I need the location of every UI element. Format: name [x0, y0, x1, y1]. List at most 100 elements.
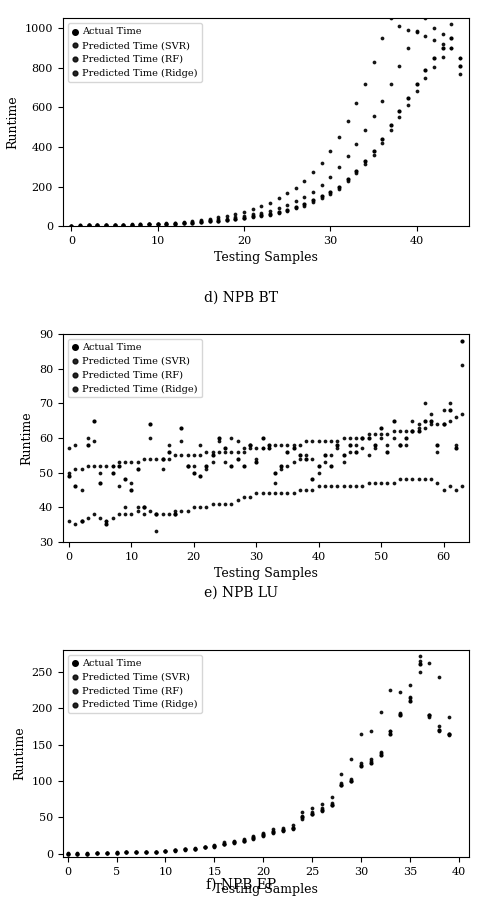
Predicted Time (RF): [357, 756, 365, 771]
Actual Time: [113, 845, 120, 860]
Actual Time: [284, 444, 291, 459]
Predicted Time (Ridge): [390, 476, 398, 491]
Predicted Time (RF): [335, 181, 343, 195]
Predicted Time (RF): [102, 218, 110, 232]
Predicted Time (RF): [358, 441, 366, 455]
Predicted Time (Ridge): [93, 845, 101, 860]
Predicted Time (Ridge): [220, 834, 228, 849]
Actual Time: [334, 438, 341, 453]
Actual Time: [121, 472, 129, 487]
Predicted Time (SVR): [426, 709, 433, 724]
Predicted Time (Ridge): [402, 472, 410, 487]
Predicted Time (RF): [181, 842, 189, 857]
Predicted Time (Ridge): [456, 51, 464, 65]
Predicted Time (RF): [190, 458, 198, 473]
Actual Time: [234, 452, 242, 467]
Predicted Time (SVR): [427, 417, 435, 431]
Predicted Time (RF): [90, 434, 98, 449]
Actual Time: [240, 833, 247, 848]
Predicted Time (SVR): [171, 216, 179, 230]
Predicted Time (SVR): [458, 407, 466, 421]
Predicted Time (SVR): [377, 746, 384, 761]
Predicted Time (Ridge): [415, 472, 423, 487]
Actual Time: [102, 218, 110, 232]
Predicted Time (Ridge): [357, 727, 365, 741]
Predicted Time (SVR): [200, 840, 208, 855]
Predicted Time (SVR): [115, 455, 123, 469]
Predicted Time (RF): [402, 438, 410, 453]
Predicted Time (SVR): [132, 845, 140, 859]
Predicted Time (RF): [154, 217, 162, 231]
Predicted Time (SVR): [422, 11, 429, 26]
Predicted Time (SVR): [406, 690, 414, 704]
Actual Time: [277, 458, 285, 473]
Actual Time: [78, 514, 85, 528]
Predicted Time (SVR): [234, 444, 242, 459]
Predicted Time (SVR): [300, 189, 308, 204]
Predicted Time (RF): [215, 434, 223, 449]
Actual Time: [422, 63, 429, 77]
Actual Time: [357, 759, 365, 774]
Predicted Time (RF): [259, 441, 267, 455]
Predicted Time (Ridge): [284, 186, 291, 201]
Predicted Time (RF): [377, 744, 384, 759]
Predicted Time (Ridge): [259, 825, 267, 840]
Predicted Time (RF): [346, 444, 354, 459]
Predicted Time (SVR): [152, 845, 159, 859]
Actual Time: [180, 216, 187, 230]
Actual Time: [134, 462, 142, 477]
Predicted Time (Ridge): [73, 845, 81, 860]
Predicted Time (SVR): [246, 441, 254, 455]
Predicted Time (Ridge): [279, 821, 286, 835]
Predicted Time (SVR): [230, 835, 238, 850]
Actual Time: [223, 212, 231, 227]
Predicted Time (SVR): [284, 198, 291, 213]
Predicted Time (Ridge): [202, 500, 210, 514]
Predicted Time (SVR): [269, 825, 277, 840]
Predicted Time (Ridge): [227, 496, 235, 511]
Actual Time: [284, 203, 291, 218]
Actual Time: [402, 431, 410, 445]
Actual Time: [137, 218, 144, 232]
Predicted Time (Ridge): [162, 844, 170, 858]
Predicted Time (RF): [367, 751, 375, 766]
Predicted Time (Ridge): [387, 11, 395, 26]
Predicted Time (RF): [271, 476, 279, 491]
Predicted Time (SVR): [309, 184, 317, 199]
Predicted Time (Ridge): [346, 479, 354, 494]
Predicted Time (RF): [178, 434, 185, 449]
Predicted Time (Ridge): [214, 210, 222, 225]
Predicted Time (SVR): [447, 17, 455, 31]
Predicted Time (Ridge): [300, 173, 308, 188]
Predicted Time (Ridge): [153, 507, 160, 522]
Predicted Time (RF): [137, 218, 144, 232]
Actual Time: [321, 448, 329, 463]
Predicted Time (Ridge): [146, 503, 154, 518]
Actual Time: [328, 798, 336, 812]
Predicted Time (Ridge): [386, 682, 394, 697]
Predicted Time (Ridge): [447, 41, 455, 55]
Text: f) NPB EP: f) NPB EP: [206, 878, 277, 892]
Predicted Time (SVR): [377, 427, 385, 442]
Predicted Time (Ridge): [334, 479, 341, 494]
Actual Time: [115, 458, 123, 473]
Predicted Time (RF): [327, 448, 335, 463]
Predicted Time (RF): [109, 458, 116, 473]
Actual Time: [146, 417, 154, 431]
Predicted Time (RF): [123, 845, 130, 859]
Predicted Time (Ridge): [64, 845, 71, 860]
Predicted Time (SVR): [93, 218, 101, 232]
Predicted Time (SVR): [390, 423, 398, 438]
Predicted Time (SVR): [456, 51, 464, 65]
Actual Time: [302, 452, 310, 467]
Predicted Time (Ridge): [406, 678, 414, 692]
Predicted Time (Ridge): [275, 191, 283, 206]
Actual Time: [142, 845, 150, 859]
Predicted Time (SVR): [253, 441, 260, 455]
Predicted Time (RF): [153, 524, 160, 538]
Actual Time: [154, 217, 162, 231]
Actual Time: [347, 774, 355, 788]
Predicted Time (RF): [202, 462, 210, 477]
Predicted Time (SVR): [240, 834, 247, 849]
Predicted Time (SVR): [171, 844, 179, 858]
